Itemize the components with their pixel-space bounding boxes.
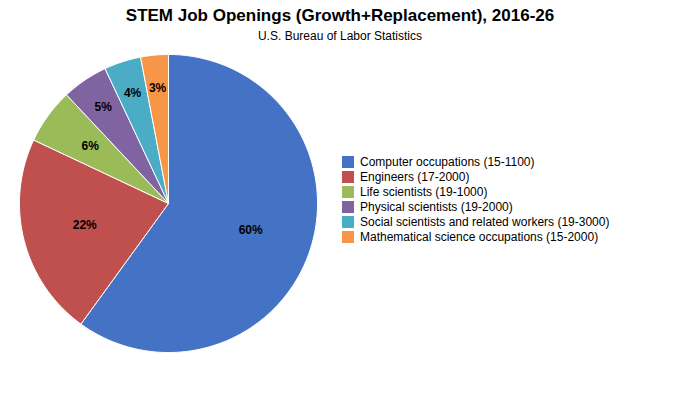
html-text:U.S. Bureau of Labor Statistic: U.S. Bureau of Labor Statistics <box>258 29 422 43</box>
html-text:Social scientists and related: Social scientists and related workers (1… <box>360 215 610 229</box>
html-text:Computer occupations (15-1100): Computer occupations (15-1100) <box>360 155 535 169</box>
svg-text:4%: 4% <box>124 86 142 100</box>
svg-text:22%: 22% <box>73 218 97 232</box>
html-text:STEM Job Openings (Growth+Repl: STEM Job Openings (Growth+Replacement), … <box>125 6 555 25</box>
svg-text:3%: 3% <box>149 81 167 95</box>
html-text:Physical scientists (19-2000): Physical scientists (19-2000) <box>360 200 513 214</box>
svg-text:5%: 5% <box>94 100 112 114</box>
svg-text:60%: 60% <box>239 223 263 237</box>
html-text:Mathematical science occupatio: Mathematical science occupations (15-200… <box>360 230 599 244</box>
html-text:Engineers (17-2000): Engineers (17-2000) <box>360 170 470 184</box>
html-text:Life scientists (19-1000): Life scientists (19-1000) <box>360 185 488 199</box>
svg-text:6%: 6% <box>81 139 99 153</box>
